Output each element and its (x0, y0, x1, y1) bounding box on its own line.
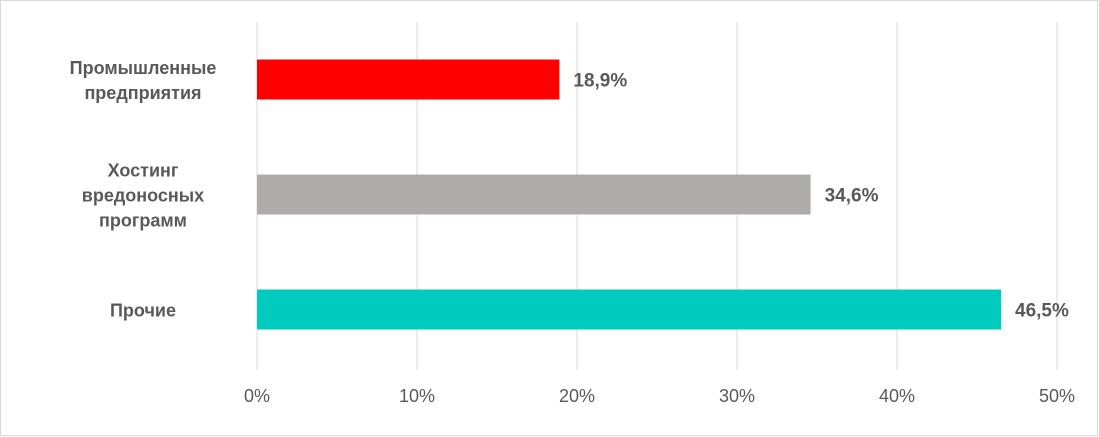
x-tick-label: 10% (399, 386, 435, 406)
x-tick-label: 40% (879, 386, 915, 406)
y-tick-label-line: программ (99, 210, 187, 230)
y-tick-label-line: Хостинг (108, 160, 179, 180)
bar (257, 289, 1001, 330)
y-tick-label-line: предприятия (84, 83, 201, 103)
y-tick-label: Хостинг вредоносных программ (82, 160, 204, 230)
x-tick-label: 0% (244, 386, 270, 406)
value-label: 46,5% (1015, 301, 1069, 322)
y-tick-label: Прочие (110, 300, 176, 320)
x-tick-label: 20% (559, 386, 595, 406)
y-tick-label: Промышленные предприятия (70, 58, 217, 103)
x-tick-label: 50% (1039, 386, 1075, 406)
y-tick-label-line: Промышленные (70, 58, 217, 78)
bar (257, 59, 560, 100)
x-tick-label: 30% (719, 386, 755, 406)
value-label: 34,6% (825, 186, 879, 207)
bar (257, 174, 811, 215)
y-tick-label-line: Прочие (110, 300, 176, 320)
value-label: 18,9% (573, 71, 627, 92)
y-tick-label-line: вредоносных (82, 185, 204, 205)
